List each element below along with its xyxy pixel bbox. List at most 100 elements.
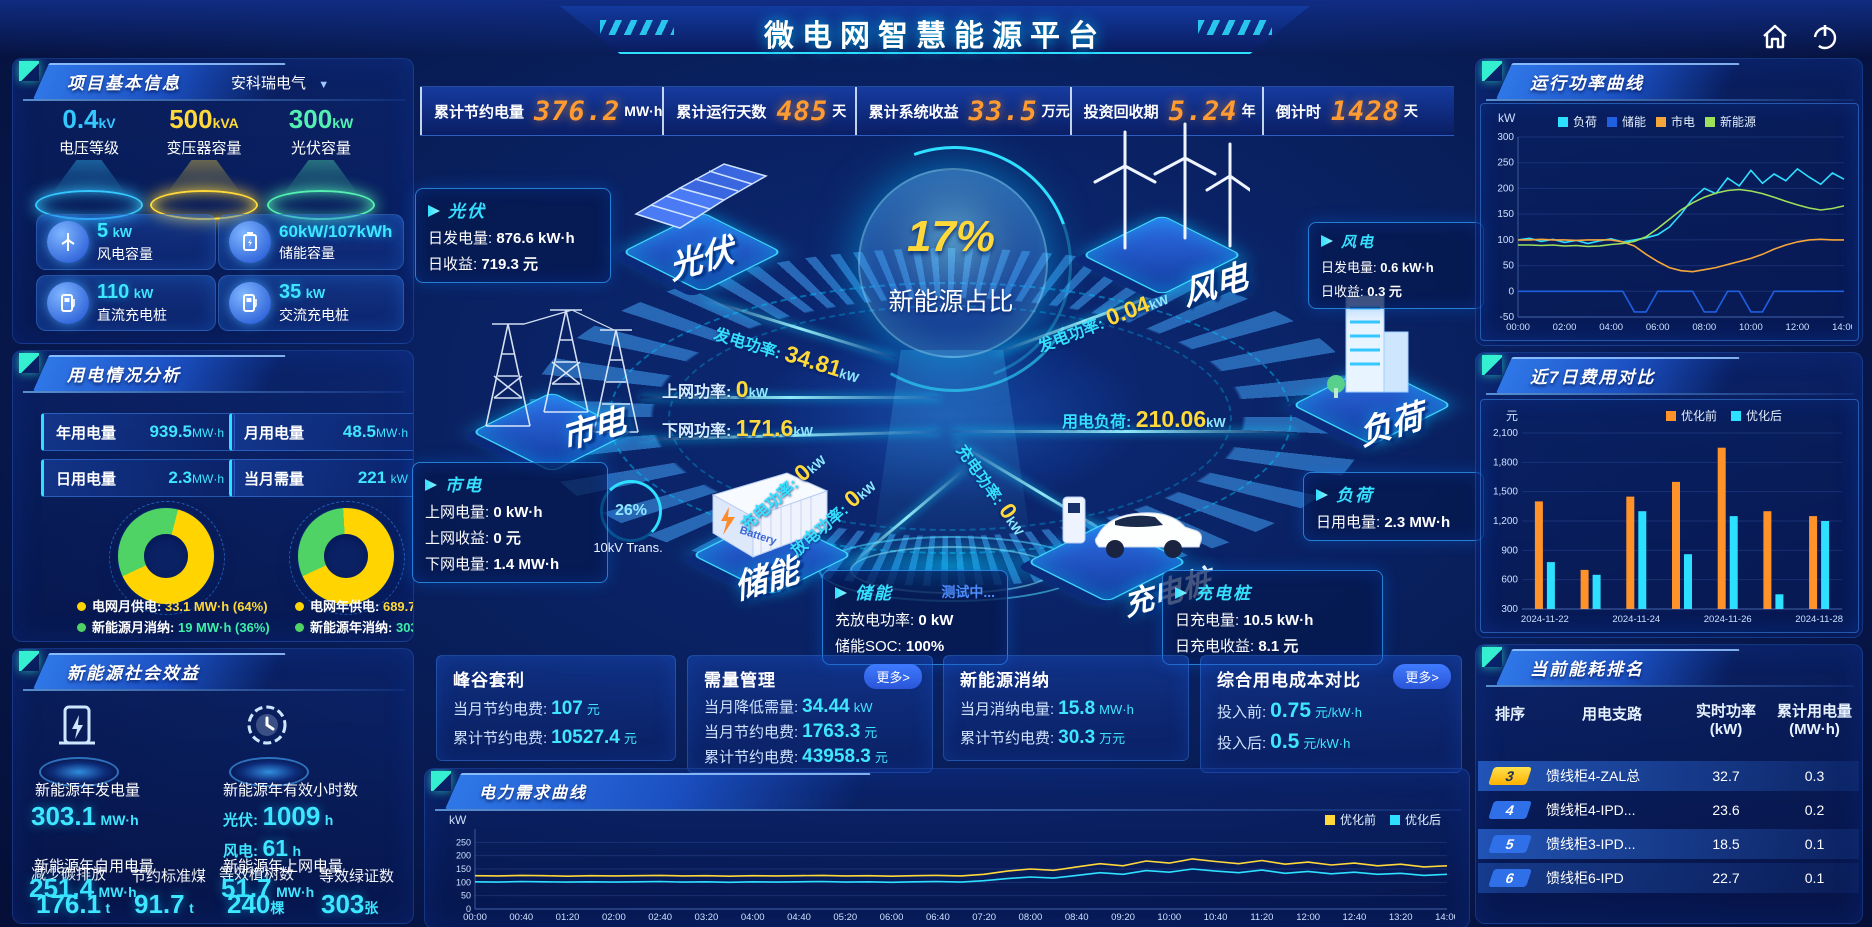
row-value: 43958.3: [802, 746, 871, 767]
ranking-table-header: 排序 用电支路 实时功率 (kW) 累计用电量 (MW·h): [1478, 703, 1859, 739]
home-icon[interactable]: [1758, 20, 1792, 54]
svg-text:150: 150: [1497, 209, 1514, 220]
load-info-box: 负荷 日用电量: 2.3 MW·h: [1303, 472, 1484, 541]
usage-label: 年用电量: [56, 424, 117, 442]
table-row[interactable]: 6 馈线柜6-IPD 22.7 0.1: [1478, 863, 1859, 893]
title-banner: [560, 6, 1310, 54]
flow-label: 用电负荷:: [1062, 414, 1132, 431]
benefit-selfuse-value: 251.4 MW·h: [29, 873, 137, 904]
row-label: 累计节约电费:: [704, 749, 799, 766]
card-title: 新能源消纳: [960, 671, 1050, 690]
value: 61: [262, 835, 289, 861]
renewable-percent-label: 新能源占比: [888, 288, 1014, 316]
kpi-value: 5.24: [1168, 95, 1238, 127]
row-label: 当月节约电费:: [704, 724, 799, 741]
legend-label: 新能源月消纳:: [92, 620, 175, 635]
gauge-value: 26%: [614, 502, 648, 519]
panel-social-benefit: 新能源社会效益 新能源年发电量 303.1 MW·h 新能源年有效小时数 光伏:…: [12, 648, 414, 924]
value: 176.1: [36, 889, 102, 919]
panel-corner-icon: [19, 61, 39, 81]
table-row[interactable]: 3 馈线柜4-ZAL总 32.7 0.3: [1478, 761, 1859, 791]
card-renew-consume: 新能源消纳 当月消纳电量: 15.8 MW·h 累计节约电费: 30.3 万元: [943, 655, 1189, 761]
cyan-square-icon: [1558, 117, 1568, 127]
panel-ranking-header: 当前能耗排名: [1482, 647, 1854, 687]
light-cone: [165, 160, 243, 196]
table-row[interactable]: 4 馈线柜4-IPD... 23.6 0.2: [1478, 795, 1859, 825]
kpi-run-days: 累计运行天数 485 天: [662, 87, 854, 135]
more-button[interactable]: 更多>: [864, 664, 922, 689]
legend-label: 电网年供电:: [310, 599, 380, 614]
row-value: 1.4 MW·h: [493, 556, 560, 573]
battery-icon: [229, 221, 271, 263]
usage-unit: MW·h: [192, 472, 224, 486]
svg-text:600: 600: [1501, 575, 1518, 586]
benefit-togrid-value: 51.7 MW·h: [221, 873, 314, 904]
benefit-togrid-label: 新能源年上网电量: [223, 858, 344, 875]
panel-title: 项目基本信息: [67, 74, 181, 93]
legend-label: 负荷: [1573, 115, 1598, 129]
kpi-value: 33.5: [968, 95, 1038, 127]
demand-chart: 250 200 150 100 50 0 00:00 00:40 01:20 02:00 02:40…: [439, 821, 1459, 923]
stat-ac-charger: 35 kW 交流充电桩: [218, 275, 404, 331]
more-button[interactable]: 更多>: [1393, 664, 1451, 689]
svg-text:100: 100: [456, 877, 471, 887]
unit: h: [324, 812, 334, 828]
table-row[interactable]: 5 馈线柜3-IPD... 18.5 0.1: [1478, 829, 1859, 859]
unit: t: [189, 900, 194, 916]
company-dropdown[interactable]: 安科瑞电气 ▼: [231, 72, 329, 93]
stat-label: 风电容量: [97, 246, 153, 262]
legend-value: 33.1 MW·h (64%): [164, 599, 268, 614]
row-label: 上网收益:: [425, 530, 490, 547]
flow-unit: kW: [793, 424, 813, 439]
kpi-unit: 万元: [1041, 103, 1070, 119]
cone-transformer: 500kVA 变压器容量: [146, 104, 262, 220]
generator-icon: [59, 705, 95, 745]
svg-text:10:40: 10:40: [1204, 912, 1228, 923]
arrow-icon: [1175, 587, 1187, 599]
beam-load: [952, 430, 1297, 433]
row-value: 0.6 kW·h: [1380, 260, 1434, 275]
svg-text:07:20: 07:20: [972, 912, 996, 923]
donut-year-chart: [298, 508, 394, 604]
svg-text:2024-11-28: 2024-11-28: [1795, 614, 1843, 625]
power-icon[interactable]: [1808, 20, 1842, 54]
row-unit: 元: [864, 725, 878, 740]
usage-label: 当月需量: [244, 470, 305, 488]
benefit-gen-label: 新能源年发电量: [35, 782, 141, 799]
cone-unit: kV: [98, 115, 116, 131]
panel-title: 用电情况分析: [67, 366, 181, 385]
svg-text:04:40: 04:40: [787, 912, 811, 923]
legend-label: 优化前: [1339, 813, 1376, 827]
svg-text:12:00: 12:00: [1786, 322, 1810, 333]
unit: MW·h: [100, 812, 139, 828]
legend-value: 19 MW·h (36%): [177, 620, 270, 635]
clock-pedestal: [225, 699, 309, 787]
svg-text:2,100: 2,100: [1493, 428, 1518, 439]
cone-value: 500: [169, 104, 213, 134]
cone-label: 变压器容量: [166, 140, 242, 157]
donut-month-chart: [118, 508, 214, 604]
col-power-l2: (kW): [1709, 721, 1743, 738]
kpi-total-income: 累计系统收益 33.5 万元: [854, 87, 1070, 135]
row-label: 当月消纳电量:: [960, 701, 1055, 718]
svg-text:04:00: 04:00: [1599, 322, 1623, 333]
svg-text:10:00: 10:00: [1157, 912, 1181, 923]
card-demand-mgmt: 需量管理 更多> 当月降低需量: 34.44 kW 当月节约电费: 1763.3 元 累…: [687, 655, 933, 773]
row-unit: 元/kW·h: [1303, 736, 1351, 751]
unit: t: [105, 900, 111, 916]
svg-text:-50: -50: [1500, 312, 1515, 323]
company-name: 安科瑞电气: [231, 75, 307, 92]
value: 1009: [262, 801, 321, 831]
row-value: 0.75: [1270, 699, 1312, 722]
row-unit: 元/kW·h: [1315, 705, 1362, 720]
col-rank: 排序: [1494, 706, 1525, 723]
run-power-chart: 300 250 200 150 100 50 0 -50 00:00 02:00 04:00 06:0…: [1484, 129, 1856, 333]
value: 91.7: [134, 889, 185, 919]
row-label: 日收益:: [428, 256, 478, 273]
svg-text:00:00: 00:00: [1506, 322, 1530, 333]
legend-grid-year: 电网年供电: 689.7 MW·h (69%): [295, 596, 413, 615]
pedestal-glow: [229, 757, 309, 787]
usage-unit: MW·h: [376, 426, 408, 440]
energy-value: 0.1: [1804, 836, 1825, 852]
